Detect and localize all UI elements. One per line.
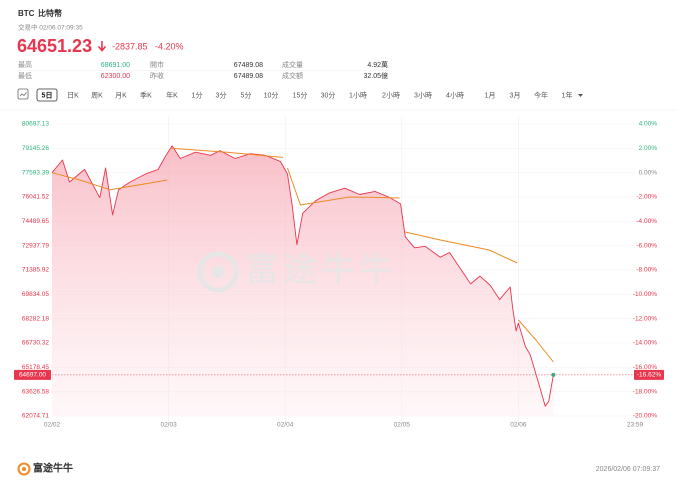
y2-tick-label: 4.00% [639, 121, 658, 128]
y-tick-label: 63626.58 [22, 388, 49, 395]
stat-label: 開市 [150, 60, 164, 69]
down-arrow [97, 41, 107, 52]
footer-timestamp: 2026/02/06 07:09:37 [596, 466, 660, 473]
y-tick-label: 71385.92 [22, 267, 49, 274]
y2-tick-label: -10.00% [633, 291, 657, 298]
stat-label: 成交量 [282, 60, 303, 69]
price-area [52, 145, 554, 416]
x-tick-label: 23:59 [627, 422, 644, 429]
current-price-label: 64697.00 [19, 372, 46, 379]
y2-tick-label: -8.00% [636, 267, 657, 274]
y-tick-label: 62074.71 [22, 413, 49, 420]
y-tick-label: 76041.52 [22, 194, 49, 201]
current-price-box [14, 369, 51, 380]
toolbar-item[interactable]: 日K [67, 91, 79, 99]
toolbar-item[interactable]: 1年 [562, 90, 573, 99]
stat-value: 68691.00 [101, 62, 130, 69]
y-tick-label: 69834.05 [22, 291, 49, 298]
y-tick-label: 72937.79 [22, 242, 49, 249]
toolbar-item[interactable]: 3小時 [414, 90, 432, 99]
toolbar-item[interactable]: 今年 [534, 90, 548, 99]
x-tick-label: 02/05 [394, 422, 411, 429]
toolbar: 5日 日K 周K 月K 季K 年K 1分 3分 5分 10分 15分 30分 1小時 2小時 3小時 4小時 1… [36, 88, 583, 102]
toolbar-item[interactable]: 5日 [42, 91, 53, 99]
toolbar-item[interactable]: 1小時 [349, 90, 367, 99]
toolbar-item[interactable]: 5分 [241, 90, 252, 99]
stat-value: 67489.08 [234, 62, 263, 69]
chart: 80697.13 79145.26 77593.39 76041.52 74489.65… [14, 116, 664, 429]
y2-tick-label: 0.00% [639, 169, 658, 176]
current-pct-box [634, 369, 664, 380]
y2-tick-label: -12.00% [633, 315, 657, 322]
y-tick-label: 66730.32 [22, 340, 49, 347]
symbol: BTC [18, 9, 35, 18]
y2-tick-label: -16.00% [633, 364, 657, 371]
chart-icon-glyph [19, 92, 27, 97]
watermark-logo [197, 251, 239, 293]
stat-value: 32.05億 [363, 71, 388, 80]
footer-logo [17, 462, 31, 476]
y-tick-label: 65178.45 [22, 364, 49, 371]
current-pct-label: -16.62% [637, 372, 661, 379]
dropdown-caret[interactable] [578, 94, 583, 97]
toolbar-item[interactable]: 10分 [264, 90, 279, 99]
toolbar-item[interactable]: 周K [91, 91, 103, 99]
toolbar-item[interactable]: 1月 [485, 91, 496, 99]
footer-brand: 富途牛牛 [33, 462, 73, 475]
change: -2837.85 [112, 41, 148, 51]
price-line [51, 145, 554, 407]
y2-tick-label: -14.00% [633, 340, 657, 347]
price: 64651.23 [17, 36, 92, 56]
toolbar-item[interactable]: 月K [115, 91, 127, 99]
stat-value: 62300.00 [101, 73, 130, 80]
asset-name: 比特幣 [38, 8, 62, 18]
chart-icon[interactable] [17, 88, 29, 100]
stat-label: 昨收 [150, 71, 164, 80]
x-tick-label: 02/04 [277, 422, 294, 429]
stat-label: 成交額 [282, 71, 303, 80]
y2-tick-label: -2.00% [636, 194, 657, 201]
toolbar-item[interactable]: 4小時 [446, 90, 464, 99]
toolbar-item[interactable]: 3分 [216, 90, 227, 99]
toolbar-item[interactable]: 3月 [510, 91, 521, 99]
x-tick-label: 02/06 [510, 422, 527, 429]
toolbar-selected [36, 88, 58, 102]
y2-tick-label: -20.00% [633, 413, 657, 420]
y-tick-label: 77593.39 [22, 169, 49, 176]
y-tick-label: 68282.18 [22, 315, 49, 322]
toolbar-item[interactable]: 30分 [321, 90, 336, 99]
watermark: 富途牛牛 [245, 251, 397, 289]
toolbar-item[interactable]: 15分 [293, 90, 308, 99]
stat-label: 最高 [18, 60, 32, 69]
toolbar-item[interactable]: 年K [166, 90, 178, 99]
x-tick-label: 02/03 [160, 422, 177, 429]
y2-tick-label: -6.00% [636, 242, 657, 249]
y-tick-label: 79145.26 [22, 145, 49, 152]
toolbar-item[interactable]: 1分 [192, 90, 203, 99]
y2-tick-label: -4.00% [636, 218, 657, 225]
status: 交易中 02/06 07:09:35 [18, 23, 83, 32]
stat-label: 最低 [18, 71, 32, 80]
change-pct: -4.20% [155, 41, 184, 51]
y-tick-label: 74489.65 [22, 218, 49, 225]
y2-tick-label: 2.00% [639, 145, 658, 152]
toolbar-item[interactable]: 2小時 [382, 90, 400, 99]
average-line [51, 147, 554, 363]
stat-value: 4.92萬 [367, 60, 388, 69]
y-tick-label: 80697.13 [22, 121, 49, 128]
y2-tick-label: -18.00% [633, 388, 657, 395]
x-tick-label: 02/02 [44, 422, 61, 429]
stat-value: 67489.08 [234, 73, 263, 80]
toolbar-item[interactable]: 季K [140, 90, 152, 99]
